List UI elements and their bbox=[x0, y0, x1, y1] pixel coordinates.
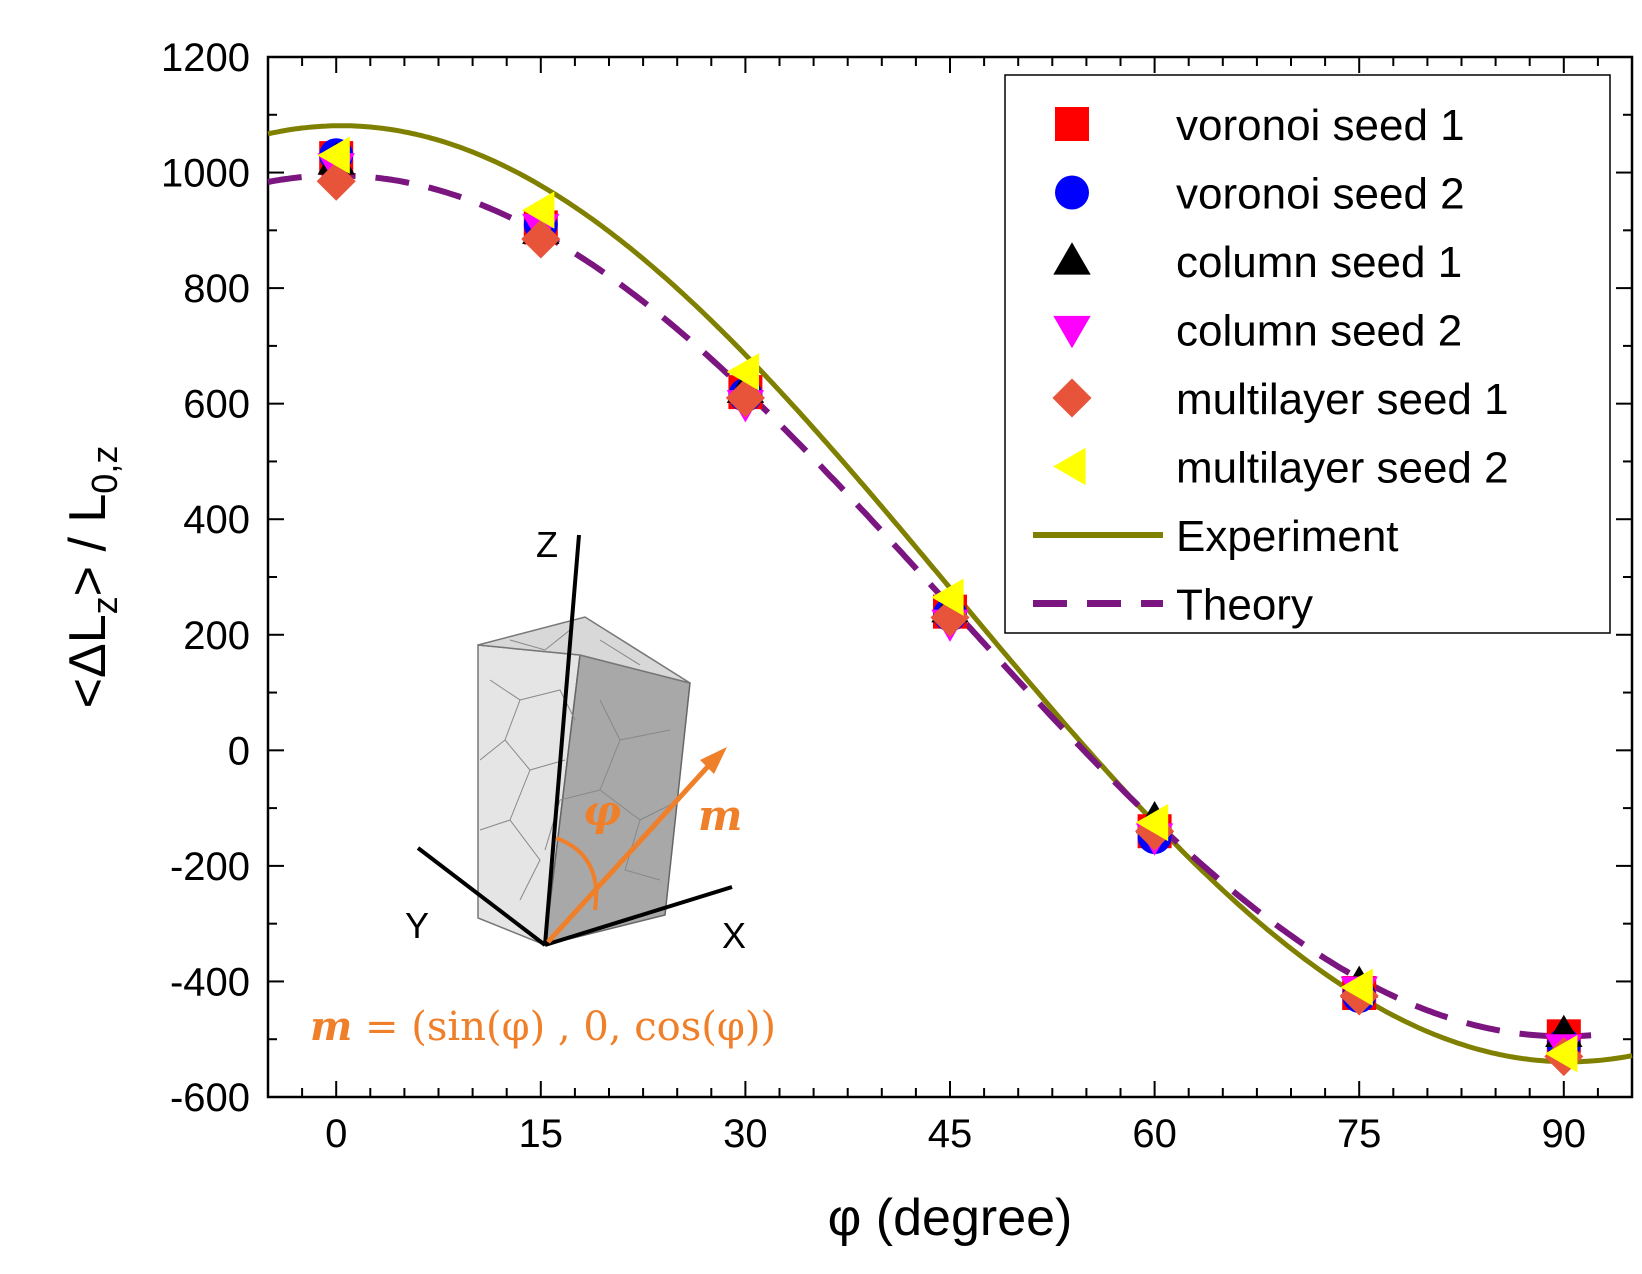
angle-arc bbox=[555, 836, 599, 911]
x-tick-label: 75 bbox=[1337, 1112, 1382, 1156]
inset-illustration: Z Y X φ m m = (sin(φ) , 0, cos(φ)) bbox=[310, 524, 776, 1050]
cube-top-face bbox=[477, 616, 691, 684]
z-axis-line bbox=[543, 534, 581, 946]
legend-marker-voronoi-seed-2 bbox=[1055, 175, 1089, 210]
point-multilayer-seed-2 bbox=[1135, 803, 1169, 842]
point-multilayer-seed-2 bbox=[317, 136, 350, 174]
y-tick-labels: -600 -400 -200 0 200 400 600 800 1000 1200 bbox=[161, 36, 250, 1120]
vector-symbol: m bbox=[698, 791, 742, 840]
legend-marker-column-seed-1 bbox=[1053, 242, 1091, 275]
y-tick-label: 600 bbox=[183, 383, 250, 427]
legend-label-voronoi-seed-1: voronoi seed 1 bbox=[1176, 101, 1465, 150]
y-title-mid: > / L bbox=[59, 494, 117, 597]
point-multilayer-seed-2 bbox=[522, 191, 555, 229]
y-axis-letter: Y bbox=[405, 905, 429, 946]
y-title-sub2: 0,z bbox=[84, 446, 125, 494]
y-tick-label: -600 bbox=[170, 1076, 250, 1120]
point-multilayer-seed-2 bbox=[931, 578, 964, 616]
z-axis-letter: Z bbox=[536, 524, 558, 565]
legend-marker-column-seed-2 bbox=[1053, 315, 1091, 349]
legend-label-column-seed-2: column seed 2 bbox=[1176, 307, 1462, 356]
legend-box bbox=[1004, 74, 1611, 634]
axis-ticks bbox=[267, 56, 1633, 1098]
x-axis-title: φ (degree) bbox=[828, 1189, 1073, 1247]
legend-label-column-seed-1: column seed 1 bbox=[1176, 238, 1462, 287]
m-vector-arrow bbox=[546, 760, 714, 944]
point-multilayer-seed-2 bbox=[1340, 968, 1373, 1006]
legend-label-multilayer-seed-2: multilayer seed 2 bbox=[1176, 444, 1509, 493]
x-tick-labels: 0 15 30 45 60 75 90 bbox=[325, 1112, 1586, 1156]
formula-rhs: = (sin(φ) , 0, cos(φ)) bbox=[352, 1004, 776, 1050]
y-axis-title: <ΔLz> / L0,z bbox=[59, 446, 125, 709]
point-multilayer-seed-1 bbox=[930, 597, 970, 637]
y-tick-label: 1000 bbox=[161, 152, 250, 196]
y-tick-label: 800 bbox=[183, 267, 250, 311]
y-title-sub1: z bbox=[84, 596, 125, 614]
x-tick-label: 90 bbox=[1542, 1112, 1587, 1156]
grain-boundaries bbox=[479, 629, 681, 901]
legend-label-multilayer-seed-1: multilayer seed 1 bbox=[1176, 375, 1509, 424]
x-axis-letter: X bbox=[722, 915, 746, 956]
point-multilayer-seed-2 bbox=[1545, 1034, 1578, 1073]
y-title-open: <ΔL bbox=[59, 614, 117, 708]
data-points bbox=[316, 136, 1584, 1077]
point-multilayer-seed-1 bbox=[316, 161, 356, 201]
x-tick-label: 60 bbox=[1132, 1112, 1177, 1156]
legend-marker-multilayer-seed-1 bbox=[1052, 378, 1092, 418]
x-tick-label: 15 bbox=[519, 1112, 564, 1156]
x-axis-line bbox=[544, 885, 733, 947]
legend: voronoi seed 1 voronoi seed 2 column seed … bbox=[1004, 74, 1611, 634]
legend-label-Theory: Theory bbox=[1176, 581, 1313, 630]
legend-marker-multilayer-seed-2 bbox=[1053, 447, 1086, 486]
y-tick-label: 200 bbox=[183, 614, 250, 658]
y-tick-label: 1200 bbox=[161, 36, 250, 80]
x-tick-label: 45 bbox=[928, 1112, 973, 1156]
y-tick-label: -400 bbox=[170, 960, 250, 1004]
point-multilayer-seed-2 bbox=[726, 353, 759, 391]
x-tick-label: 0 bbox=[325, 1112, 347, 1156]
formula-lhs: m bbox=[310, 1003, 352, 1050]
y-tick-label: 0 bbox=[228, 729, 250, 773]
legend-label-voronoi-seed-2: voronoi seed 2 bbox=[1176, 170, 1465, 219]
inset-formula: m = (sin(φ) , 0, cos(φ)) bbox=[310, 1003, 776, 1050]
legend-label-Experiment: Experiment bbox=[1176, 512, 1399, 561]
m-vector-arrowhead bbox=[700, 747, 727, 774]
angle-symbol: φ bbox=[583, 786, 621, 835]
y-tick-label: -200 bbox=[170, 845, 250, 889]
x-tick-label: 30 bbox=[723, 1112, 768, 1156]
y-tick-label: 400 bbox=[183, 498, 250, 542]
legend-marker-voronoi-seed-1 bbox=[1055, 107, 1089, 141]
point-multilayer-seed-1 bbox=[521, 219, 561, 259]
y-axis-line bbox=[416, 846, 547, 947]
